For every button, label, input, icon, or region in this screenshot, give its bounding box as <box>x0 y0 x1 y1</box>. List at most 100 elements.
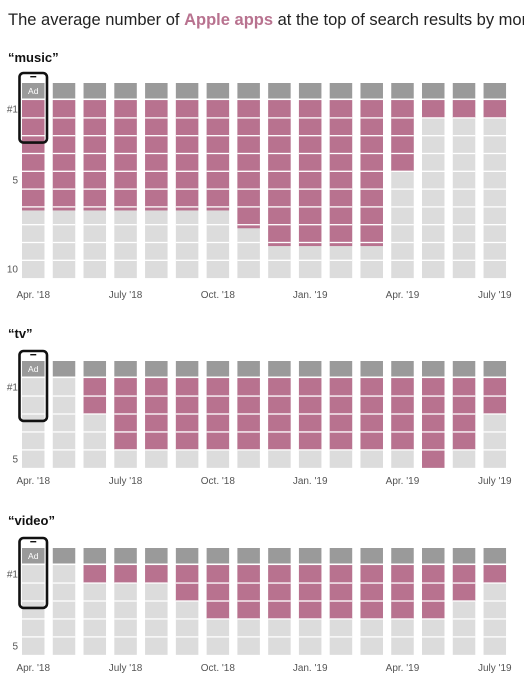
slot-divider <box>391 117 414 119</box>
x-tick-label: July '19 <box>478 290 512 301</box>
slot-divider <box>298 188 322 190</box>
slot-divider <box>391 449 414 451</box>
apple-apps-fill <box>145 100 168 211</box>
bar-month-2019-07 <box>483 548 507 655</box>
slot-divider <box>114 413 137 415</box>
apple-apps-fill <box>237 100 260 229</box>
ad-slot <box>237 548 260 564</box>
apple-apps-fill <box>360 100 383 247</box>
slot-divider <box>391 224 414 226</box>
slot-divider <box>52 224 76 226</box>
slot-divider <box>237 618 260 620</box>
slot-divider <box>298 618 322 620</box>
bar-month-2019-05 <box>422 548 445 655</box>
x-tick-label: Apr. '19 <box>386 476 420 487</box>
apple-apps-fill <box>206 565 230 619</box>
slot-divider <box>22 135 45 137</box>
slot-divider <box>114 259 137 261</box>
bar-month-2018-12 <box>268 548 291 655</box>
slot-divider <box>298 431 322 433</box>
slot-divider <box>452 636 476 638</box>
slot-divider <box>52 188 76 190</box>
slot-divider <box>452 618 476 620</box>
slot-divider <box>298 582 322 584</box>
y-tick-label: 10 <box>7 265 19 276</box>
bar-month-2018-07 <box>114 83 137 279</box>
apple-apps-fill <box>483 100 507 118</box>
slot-divider <box>268 449 291 451</box>
slot-divider <box>83 152 107 155</box>
bar-month-2018-08 <box>145 548 168 655</box>
panel-title: “video” <box>8 513 55 528</box>
slot-divider <box>237 188 260 190</box>
slot-divider <box>360 135 383 137</box>
slot-divider <box>452 431 476 433</box>
slot-divider <box>83 618 107 620</box>
slot-divider <box>391 600 414 602</box>
slot-divider <box>114 636 137 638</box>
y-tick-label: 5 <box>12 176 18 187</box>
phone-speaker-icon <box>30 541 37 543</box>
slot-divider <box>114 395 137 397</box>
bar-month-2018-08 <box>145 361 168 468</box>
slot-divider <box>175 413 199 415</box>
ad-slot <box>422 83 445 99</box>
slot-divider <box>206 170 230 172</box>
phone-icon <box>18 536 49 610</box>
bar-month-2018-07 <box>114 548 137 655</box>
other-apps-fill <box>52 565 76 655</box>
slot-divider <box>114 206 137 208</box>
slot-divider <box>268 206 291 208</box>
y-tick-label: 5 <box>12 641 18 652</box>
slot-divider <box>298 600 322 602</box>
bar-month-2018-10 <box>206 361 230 468</box>
ad-slot <box>360 548 383 564</box>
slot-divider <box>452 135 476 137</box>
slot-divider <box>391 259 414 261</box>
ad-slot <box>483 361 507 377</box>
slot-divider <box>83 135 107 137</box>
ad-slot <box>298 83 322 99</box>
x-tick-label: Oct. '18 <box>201 663 236 674</box>
ad-slot <box>298 548 322 564</box>
ad-slot <box>145 548 168 564</box>
slot-divider <box>83 206 107 208</box>
slot-divider <box>298 449 322 451</box>
slot-divider <box>114 152 137 155</box>
slot-divider <box>391 170 414 172</box>
slot-divider <box>83 600 107 602</box>
slot-divider <box>298 241 322 244</box>
slot-divider <box>206 636 230 638</box>
bar-month-2018-06 <box>83 548 107 655</box>
slot-divider <box>52 170 76 172</box>
slot-divider <box>422 582 445 584</box>
slot-divider <box>483 431 507 433</box>
slot-divider <box>391 135 414 137</box>
slot-divider <box>52 582 76 584</box>
ad-slot <box>268 548 291 564</box>
slot-divider <box>329 188 353 190</box>
slot-divider <box>268 224 291 226</box>
bar-month-2019-06 <box>452 361 476 468</box>
slot-divider <box>422 618 445 620</box>
slot-divider <box>114 449 137 451</box>
slot-divider <box>83 636 107 638</box>
slot-divider <box>483 582 507 584</box>
slot-divider <box>114 618 137 620</box>
slot-divider <box>175 135 199 137</box>
slot-divider <box>237 135 260 137</box>
slot-divider <box>329 152 353 155</box>
x-tick-label: July '18 <box>109 476 143 487</box>
bar-month-2018-06 <box>83 361 107 468</box>
slot-divider <box>483 449 507 451</box>
bar-month-2019-07 <box>483 361 507 468</box>
ad-slot <box>22 548 45 564</box>
slot-divider <box>360 449 383 451</box>
title-after: at the top of search results by month <box>273 11 524 29</box>
slot-divider <box>22 259 45 261</box>
slot-divider <box>391 413 414 415</box>
x-tick-label: July '18 <box>109 663 143 674</box>
slot-divider <box>329 636 353 638</box>
bar-month-2018-07 <box>114 361 137 468</box>
